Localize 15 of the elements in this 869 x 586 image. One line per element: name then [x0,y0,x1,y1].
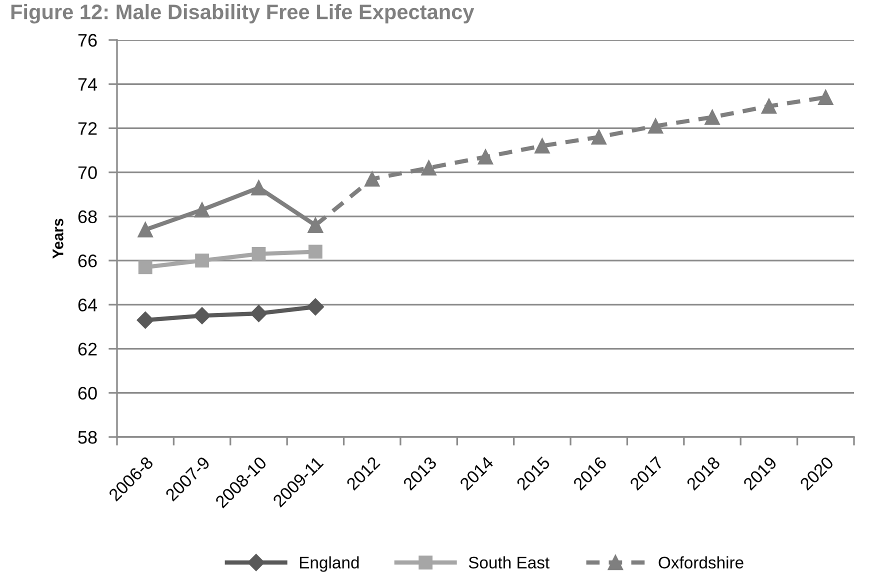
y-tick-label: 70 [78,166,97,180]
legend-label: England [300,556,359,572]
y-tick-label: 58 [78,430,97,444]
y-tick-label: 68 [78,210,97,224]
y-tick-label: 72 [78,122,97,135]
y-tick-label: 74 [78,78,98,91]
y-tick-label: 62 [78,342,97,356]
y-tick-label: 60 [78,386,97,400]
y-tick-label: 76 [78,34,97,47]
y-tick-label: 64 [78,298,98,312]
y-axis-title: Years [52,218,64,259]
y-tick-label: 66 [78,254,97,268]
legend-label: Oxfordshire [658,556,744,569]
chart-title: Figure 12: Male Disability Free Life Expectancy [11,4,474,24]
legend-label: South East [468,556,550,569]
